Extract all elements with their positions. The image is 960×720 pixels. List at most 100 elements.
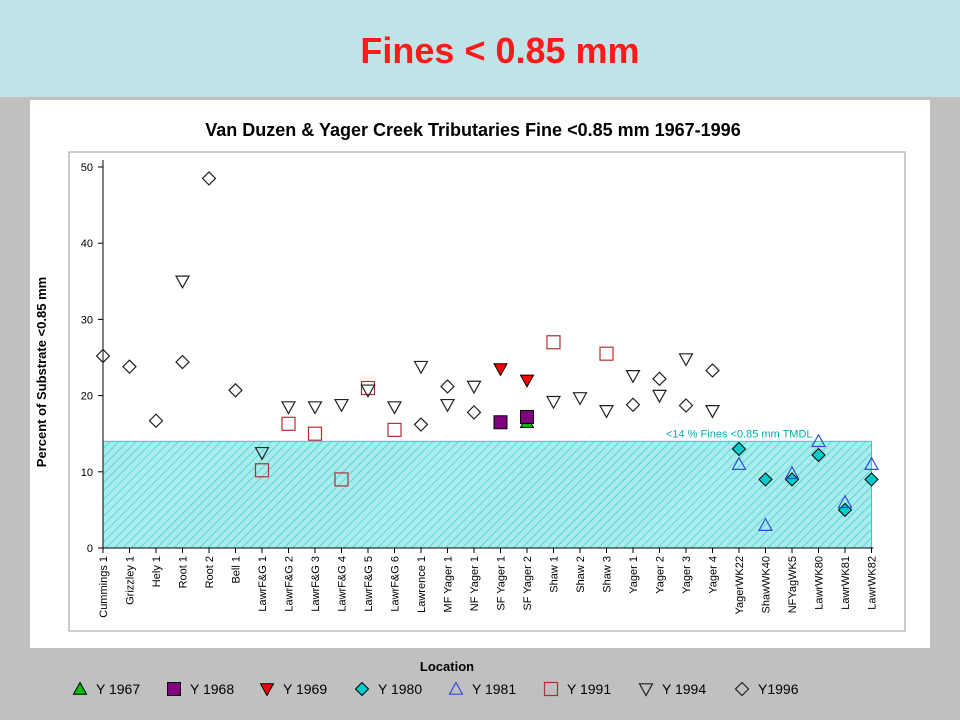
x-tick-label: Yager 1 bbox=[628, 556, 640, 594]
data-point bbox=[651, 389, 668, 404]
data-point bbox=[201, 171, 217, 186]
legend-marker bbox=[167, 682, 181, 696]
slide-header: Fines < 0.85 mm bbox=[0, 0, 960, 97]
data-point bbox=[122, 359, 137, 374]
data-point bbox=[387, 422, 402, 437]
data-point bbox=[280, 401, 297, 415]
legend-label: Y 1981 bbox=[472, 681, 516, 697]
y-tick-label: 30 bbox=[81, 314, 93, 326]
data-point bbox=[678, 353, 694, 367]
data-point bbox=[625, 397, 641, 413]
data-point bbox=[254, 463, 270, 478]
x-tick-label: Yager 3 bbox=[681, 556, 693, 594]
chart: Van Duzen & Yager Creek Tributaries Fine… bbox=[0, 97, 960, 720]
legend-marker bbox=[259, 683, 275, 697]
data-point bbox=[784, 465, 800, 480]
data-point bbox=[678, 398, 694, 413]
data-point bbox=[175, 354, 190, 370]
data-point bbox=[757, 517, 774, 531]
data-point bbox=[440, 379, 455, 394]
data-point bbox=[625, 369, 641, 384]
data-point bbox=[598, 405, 615, 419]
x-tick-label: LawrF&G 6 bbox=[390, 556, 402, 612]
legend-marker bbox=[448, 681, 464, 695]
x-tick-label: LawrWK80 bbox=[814, 556, 826, 610]
legend-label: Y 1969 bbox=[283, 681, 327, 697]
legend-label: Y 1980 bbox=[378, 681, 422, 697]
y-tick-label: 10 bbox=[81, 467, 93, 479]
y-tick-label: 0 bbox=[87, 543, 93, 555]
x-tick-label: NF Yager 1 bbox=[469, 556, 481, 611]
data-point bbox=[466, 405, 482, 420]
x-tick-label: Shaw 3 bbox=[602, 556, 614, 593]
data-point bbox=[811, 447, 826, 463]
data-point bbox=[334, 472, 349, 487]
legend-label: Y 1991 bbox=[567, 681, 611, 697]
x-tick-label: Lawrence 1 bbox=[416, 556, 428, 613]
legend-label: Y 1968 bbox=[190, 681, 234, 697]
data-point bbox=[758, 472, 773, 487]
x-tick-label: Shaw 2 bbox=[575, 556, 587, 593]
x-axis-label: Location bbox=[420, 659, 474, 674]
x-tick-label: LawrF&G 3 bbox=[310, 556, 322, 612]
data-point bbox=[810, 433, 827, 448]
x-tick-label: Cummings 1 bbox=[98, 556, 110, 618]
data-point bbox=[599, 346, 614, 361]
chart-title: Van Duzen & Yager Creek Tributaries Fine… bbox=[205, 120, 740, 140]
data-point bbox=[360, 384, 376, 399]
data-point bbox=[413, 417, 429, 432]
legend-marker bbox=[72, 681, 88, 695]
data-point bbox=[493, 415, 508, 430]
x-tick-label: Grizzley 1 bbox=[125, 556, 137, 605]
y-tick-label: 20 bbox=[81, 391, 93, 403]
legend-label: Y 1994 bbox=[662, 681, 706, 697]
data-point bbox=[493, 363, 508, 377]
tmdl-band bbox=[102, 440, 872, 549]
x-tick-label: SF Yager 1 bbox=[496, 556, 508, 611]
legend-label: Y1996 bbox=[758, 681, 799, 697]
data-point bbox=[281, 416, 296, 431]
legend-marker bbox=[354, 681, 370, 697]
x-tick-label: Root 1 bbox=[178, 556, 190, 588]
y-tick-label: 50 bbox=[81, 162, 93, 174]
data-point bbox=[228, 382, 243, 398]
data-point bbox=[572, 392, 588, 406]
x-tick-label: MF Yager 1 bbox=[443, 556, 455, 612]
legend-marker bbox=[543, 681, 559, 697]
x-tick-label: NFYagWK5 bbox=[787, 556, 799, 613]
x-tick-label: LawrWK82 bbox=[867, 556, 879, 610]
data-point bbox=[652, 371, 667, 387]
x-tick-label: YagerWK22 bbox=[734, 556, 746, 615]
legend: Y 1967 Y 1968 Y 1969 Y 1980 Y 1981 Y 1991 Y 19… bbox=[72, 681, 799, 697]
x-tick-label: LawrF&G 4 bbox=[337, 556, 349, 612]
data-point bbox=[546, 335, 561, 350]
x-tick-label: Bell 1 bbox=[231, 556, 243, 584]
data-point bbox=[837, 494, 853, 509]
tmdl-label: <14 % Fines <0.85 mm TMDL bbox=[666, 428, 813, 440]
data-point bbox=[704, 405, 721, 419]
data-point bbox=[254, 446, 270, 461]
x-tick-label: LawrWK81 bbox=[840, 556, 852, 610]
data-point bbox=[545, 395, 562, 410]
legend-label: Y 1967 bbox=[96, 681, 140, 697]
x-tick-label: Root 2 bbox=[204, 556, 216, 588]
legend-marker bbox=[734, 681, 750, 697]
data-point bbox=[360, 380, 376, 396]
x-tick-label: Hely 1 bbox=[151, 556, 163, 587]
data-point bbox=[439, 398, 456, 413]
x-tick-label: SF Yager 2 bbox=[522, 556, 534, 611]
legend-marker bbox=[638, 683, 654, 697]
x-tick-label: Yager 4 bbox=[708, 556, 720, 594]
data-point bbox=[520, 409, 534, 424]
data-point bbox=[307, 426, 323, 441]
x-tick-label: Shaw 1 bbox=[549, 556, 561, 593]
data-point bbox=[307, 401, 323, 415]
y-tick-label: 40 bbox=[81, 238, 93, 250]
data-point bbox=[863, 456, 880, 470]
data-point bbox=[466, 380, 482, 395]
data-point bbox=[148, 413, 164, 429]
data-point bbox=[705, 363, 720, 378]
data-point bbox=[333, 398, 350, 413]
x-tick-label: ShawWK40 bbox=[761, 556, 773, 613]
data-point bbox=[174, 275, 191, 290]
